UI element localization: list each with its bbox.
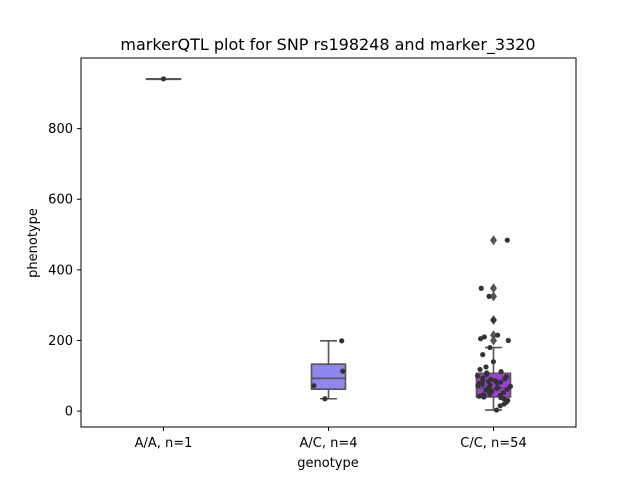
outlier-marker: [490, 330, 497, 341]
data-point: [322, 396, 328, 402]
box-group: [310, 340, 347, 400]
y-tick-label: 800: [48, 122, 73, 137]
data-point: [484, 371, 490, 377]
x-axis: A/A, n=1 A/C, n=4 C/C, n=54: [135, 427, 527, 451]
data-point: [477, 366, 483, 373]
data-point: [493, 407, 500, 413]
y-tick-label: 600: [48, 193, 73, 208]
data-point: [479, 381, 486, 387]
points-group: [311, 338, 346, 402]
x-tick-label: C/C, n=54: [460, 436, 526, 451]
data-point: [339, 338, 345, 344]
outlier-marker: [490, 335, 497, 346]
outlier-marker: [490, 235, 497, 246]
data-point: [494, 380, 500, 386]
data-point: [483, 364, 489, 370]
x-axis-label: genotype: [297, 456, 358, 471]
data-point: [475, 383, 481, 389]
data-point: [490, 359, 496, 365]
data-point: [483, 387, 489, 393]
data-point: [494, 385, 500, 392]
chart-title: markerQTL plot for SNP rs198248 and mark…: [120, 35, 535, 55]
data-point: [502, 376, 508, 382]
data-point: [480, 352, 486, 358]
data-point: [486, 293, 492, 299]
x-tick-label: A/C, n=4: [299, 436, 357, 451]
data-point: [478, 285, 484, 291]
data-point: [487, 344, 493, 351]
y-tick-label: 0: [65, 405, 73, 420]
data-point: [498, 368, 504, 375]
outlier-marker: [490, 283, 497, 294]
data-point: [477, 336, 484, 342]
y-tick-label: 400: [48, 263, 73, 278]
data-point: [160, 76, 167, 82]
y-tick-label: 200: [48, 334, 73, 349]
data-point: [311, 383, 317, 389]
y-axis-label: phenotype: [26, 208, 41, 278]
data-point: [497, 403, 503, 409]
data-point: [340, 368, 346, 374]
points-group: [160, 76, 167, 82]
data-point: [480, 377, 486, 383]
data-point: [504, 237, 510, 243]
data-point: [504, 386, 510, 392]
data-point: [476, 393, 482, 399]
outlier-marker: [490, 291, 497, 302]
x-tick-label: A/A, n=1: [135, 436, 193, 451]
y-axis: 0 200 400 600 800: [48, 122, 81, 420]
data-point: [474, 373, 481, 379]
data-point: [481, 394, 487, 400]
plot-area: [145, 76, 514, 413]
box: [310, 363, 347, 391]
points-group: [474, 237, 514, 413]
data-point: [490, 317, 497, 323]
data-point: [487, 391, 493, 397]
data-point: [505, 337, 511, 344]
data-point: [495, 332, 501, 338]
